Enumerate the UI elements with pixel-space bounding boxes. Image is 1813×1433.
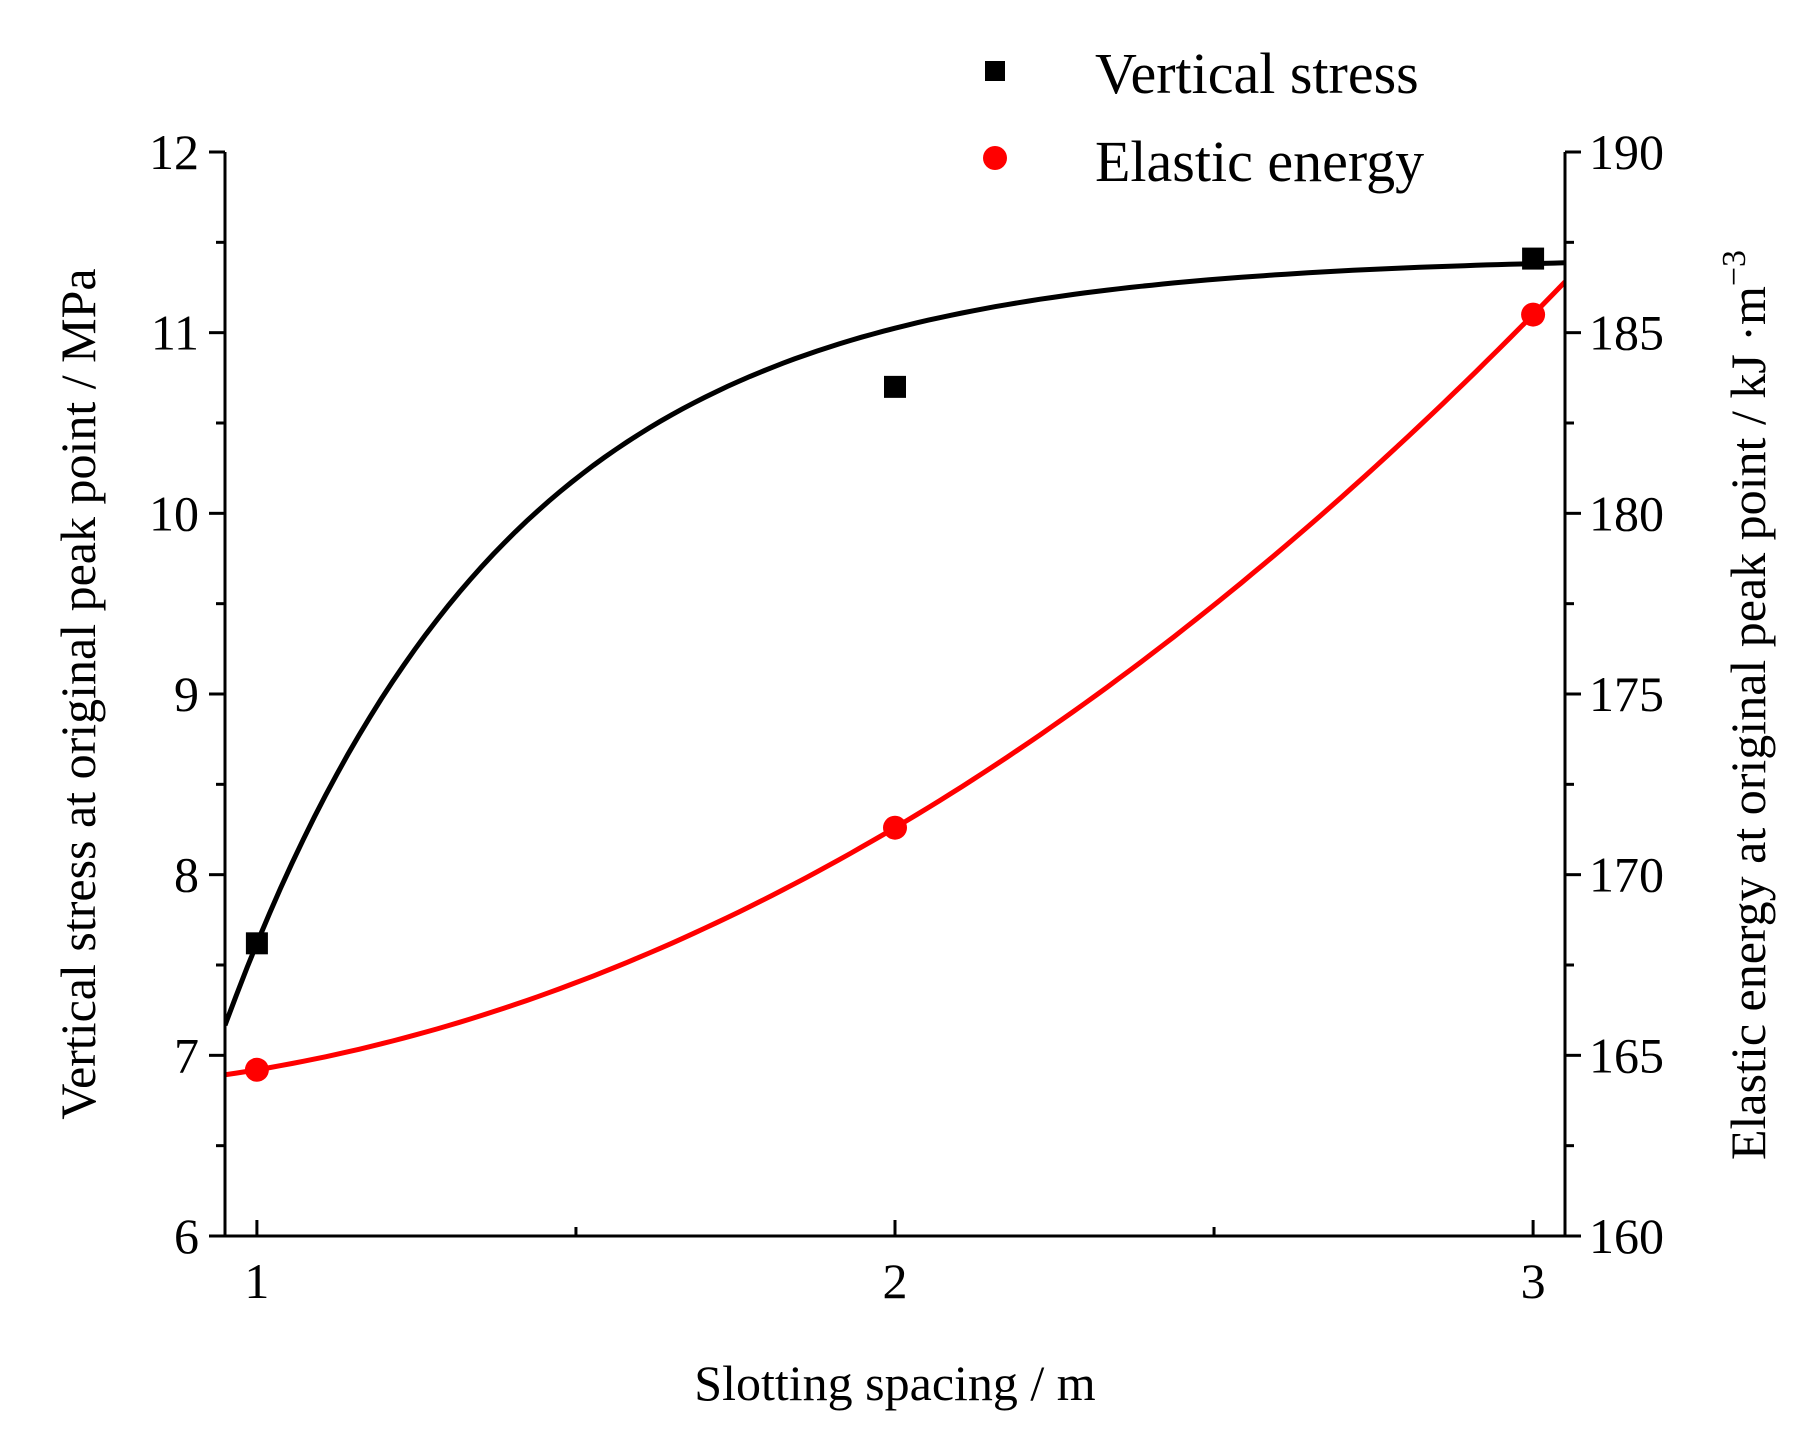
elastic-energy-curve	[225, 280, 1565, 1078]
vertical-stress-point	[245, 932, 268, 955]
elastic-energy-point	[1521, 302, 1546, 327]
legend: Vertical stress Elastic energy	[983, 41, 1424, 194]
y-left-tick-label: 6	[174, 1208, 199, 1264]
y-left-tick-label: 9	[174, 666, 199, 722]
y-left-tick-label: 8	[174, 847, 199, 903]
x-tick-label: 3	[1521, 1253, 1546, 1309]
legend-label-elastic-energy: Elastic energy	[1095, 129, 1424, 194]
vertical-stress-point	[1522, 247, 1545, 270]
y-right-tick-label: 160	[1589, 1208, 1664, 1264]
y-left-tick-label: 11	[151, 305, 199, 361]
legend-marker-elastic-energy	[983, 146, 1007, 170]
y-right-tick-label: 185	[1589, 305, 1664, 361]
x-tick-label: 2	[883, 1253, 908, 1309]
y-right-axis-title-main: Elastic energy at original peak point / …	[1720, 286, 1776, 1160]
y-left-tick-label: 7	[174, 1027, 199, 1083]
y-right-axis-title-superscript: −3	[1716, 250, 1753, 286]
y-right-axis-title: Elastic energy at original peak point / …	[1716, 250, 1776, 1160]
legend-marker-vertical-stress	[985, 61, 1005, 81]
y-right-tick-label: 170	[1589, 847, 1664, 903]
y-right-tick-label: 165	[1589, 1027, 1664, 1083]
elastic-energy-point	[244, 1057, 269, 1082]
vertical-stress-curve	[225, 260, 1565, 1027]
elastic-energy-point	[883, 815, 907, 840]
vertical-stress-point	[884, 375, 906, 398]
x-axis-title: Slotting spacing / m	[694, 1355, 1096, 1411]
y-left-tick-label: 10	[149, 485, 199, 541]
data-markers	[244, 247, 1546, 1082]
y-right-tick-label: 180	[1589, 485, 1664, 541]
y-left-tick-label: 12	[149, 124, 199, 180]
y-right-tick-label: 190	[1589, 124, 1664, 180]
y-left-axis-title: Vertical stress at original peak point /…	[50, 268, 106, 1119]
x-tick-label: 1	[244, 1253, 269, 1309]
y-right-tick-label: 175	[1589, 666, 1664, 722]
legend-label-vertical-stress: Vertical stress	[1095, 41, 1419, 106]
